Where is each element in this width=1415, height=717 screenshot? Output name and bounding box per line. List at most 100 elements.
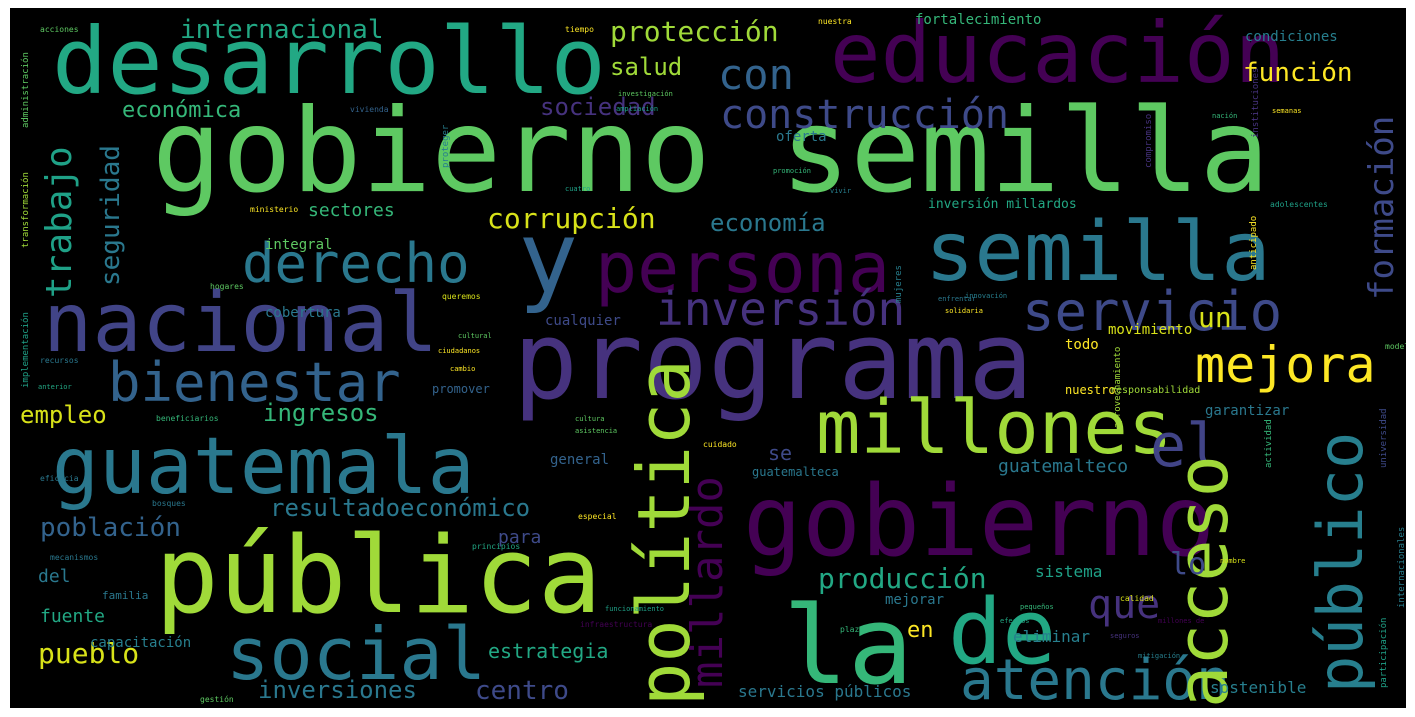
word: nacional — [43, 276, 438, 371]
word: trabajo — [39, 146, 80, 298]
word: gestión — [200, 695, 234, 704]
word: un — [1198, 301, 1232, 334]
word: se — [768, 441, 793, 465]
word: eficacia — [40, 474, 79, 483]
word: formación — [1362, 115, 1402, 300]
word: seguros — [1110, 632, 1140, 640]
word: de — [948, 580, 1057, 685]
word: y — [518, 199, 579, 316]
word: hogares — [210, 282, 244, 291]
word: estrategia — [488, 639, 609, 663]
word: que — [1088, 582, 1161, 628]
word: oferta — [776, 129, 827, 145]
word: plazo — [840, 625, 865, 634]
word: gobierno semilla — [152, 84, 1270, 219]
word: sectores — [308, 200, 395, 221]
word: la — [783, 584, 914, 708]
word: cultural — [458, 332, 492, 340]
word: internacional — [180, 15, 384, 45]
word: millones de — [1158, 617, 1205, 625]
word: integral — [265, 237, 333, 253]
word: ciudadanos — [438, 347, 481, 355]
word: nación — [1212, 112, 1238, 120]
word: beneficiarios — [156, 414, 219, 423]
word: tiempo — [565, 25, 594, 34]
word: bosques — [152, 499, 186, 508]
word: cualquier — [545, 313, 621, 329]
word: familia — [102, 589, 149, 602]
word: universidad — [1379, 408, 1389, 468]
word: participación — [1379, 617, 1389, 688]
word: producción — [818, 562, 987, 595]
word: internacionales — [1397, 526, 1406, 608]
word: sostenible — [1210, 678, 1307, 697]
word: para — [498, 527, 542, 548]
word: guatemalteca — [752, 465, 839, 479]
word: movimiento — [1108, 322, 1193, 338]
word: en — [907, 618, 934, 643]
word: económica — [122, 98, 242, 123]
word: calidad — [1120, 594, 1154, 603]
word: todo — [1065, 337, 1099, 353]
word: condiciones — [1245, 29, 1338, 45]
word: vivienda — [350, 105, 389, 114]
word: recursos — [40, 356, 79, 365]
word: educación — [830, 8, 1286, 102]
word: efectos — [1000, 617, 1030, 625]
word: guatemalteco — [998, 456, 1129, 477]
word: desarrollo — [52, 8, 606, 115]
word: investigación — [618, 90, 673, 98]
word: responsabilidad — [1110, 385, 1201, 396]
word: mujeres — [894, 265, 904, 303]
word: funcionamiento — [605, 605, 665, 613]
word: millardo — [682, 476, 733, 688]
word: sistema — [1035, 562, 1103, 581]
word: fuente — [40, 606, 106, 627]
word: infraestructura — [580, 620, 653, 629]
word: semanas — [1272, 107, 1302, 115]
word: población — [40, 513, 181, 543]
word: proteger — [441, 124, 451, 168]
word: anterior — [38, 383, 72, 391]
word: ingresos — [263, 399, 379, 427]
word: semilla — [925, 205, 1271, 300]
word: general — [550, 452, 610, 468]
word: función — [1243, 58, 1353, 88]
word: millones — [816, 385, 1173, 471]
word: garantizar — [1205, 403, 1290, 419]
word: administración — [21, 52, 31, 128]
word-cloud: gobierno semilla programa pública guatem… — [10, 8, 1406, 708]
word: solidaria — [945, 307, 983, 315]
word: lo — [1170, 547, 1207, 582]
word: mejora — [1195, 336, 1376, 394]
word: adolescentes — [1270, 200, 1328, 209]
word: corrupción — [487, 202, 656, 235]
word: asistencia — [575, 427, 618, 435]
word: servicio — [1022, 280, 1283, 343]
word: vivir — [830, 187, 852, 195]
word: economía — [710, 209, 826, 237]
word: social — [226, 612, 487, 696]
word: implementación — [21, 312, 31, 388]
word: mecanismos — [50, 553, 99, 562]
word: pequeños — [1020, 603, 1054, 611]
word: programa — [513, 299, 1034, 424]
word: empleo — [20, 401, 107, 429]
word: compromiso — [1144, 113, 1154, 168]
word: centro — [475, 676, 569, 706]
word: pueblo — [38, 637, 140, 670]
word: especial — [578, 512, 617, 521]
word: ministerio — [250, 205, 299, 214]
word: guatemala — [52, 422, 475, 512]
word: eliminar — [1013, 627, 1091, 646]
word: promoción — [773, 167, 811, 175]
word: anticipado — [1249, 215, 1259, 270]
word: actividad — [1264, 419, 1274, 468]
word: cambio — [450, 365, 476, 373]
word: pública — [155, 514, 602, 637]
word: enfrentar — [938, 295, 976, 303]
word: cuidado — [703, 440, 737, 449]
word: derecho — [242, 232, 470, 295]
word: bienestar — [108, 351, 401, 414]
word: construcción — [720, 92, 1009, 138]
